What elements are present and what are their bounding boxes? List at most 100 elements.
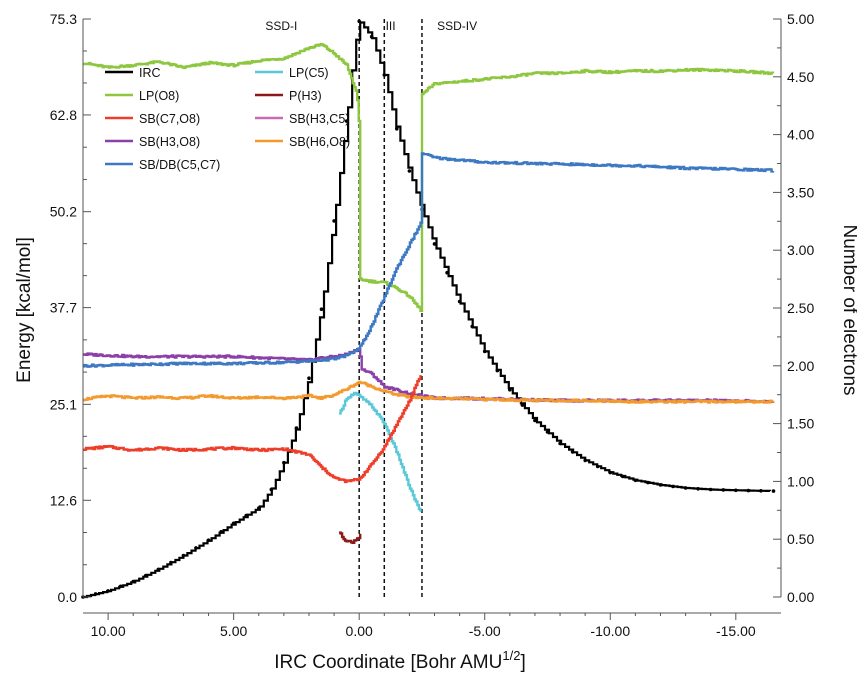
irc-point	[106, 589, 110, 593]
y-right-tick-label: 2.00	[787, 358, 814, 374]
irc-point	[219, 530, 223, 534]
boundary-lines	[358, 19, 423, 597]
plot-series	[81, 19, 776, 599]
x-tick-label: -15.00	[716, 623, 756, 639]
irc-point	[621, 474, 625, 479]
irc-point	[495, 368, 500, 373]
y-left-tick-label: 25.1	[50, 396, 77, 412]
irc-point	[583, 458, 587, 463]
x-tick-label: 0.00	[346, 623, 373, 639]
legend-label: P(H3)	[289, 89, 322, 103]
series-p-h3-	[339, 531, 362, 544]
y-left-tick-label: 75.3	[50, 11, 77, 27]
legend-label: IRC	[139, 66, 161, 80]
y-left-tick-label: 37.7	[50, 300, 77, 316]
irc-point	[294, 426, 299, 430]
series-sb-c7-o8-	[83, 375, 422, 484]
irc-point	[369, 34, 374, 39]
y-right-tick-label: 3.50	[787, 184, 814, 200]
irc-point	[244, 513, 248, 518]
legend-label: LP(C5)	[289, 66, 329, 80]
irc-point	[206, 538, 211, 542]
irc-point	[759, 489, 763, 493]
y-left-tick-label: 12.6	[50, 492, 77, 508]
irc-point	[382, 73, 387, 77]
chart-text: IRC Coordinate [Bohr AMU1/2] Energy [kca…	[14, 19, 857, 673]
irc-point	[520, 403, 525, 407]
y-axis-title-left: Energy [kcal/mol]	[14, 237, 35, 383]
x-tick-label: -5.00	[469, 623, 501, 639]
irc-point	[181, 553, 186, 558]
irc-point	[257, 506, 261, 510]
irc-point	[608, 470, 613, 475]
region-label: III	[386, 19, 396, 33]
irc-point	[734, 488, 738, 493]
irc-point	[445, 270, 449, 275]
legend-label: SB(H3,O8)	[139, 135, 200, 149]
y-left-tick-label: 0.0	[58, 589, 78, 605]
irc-point	[269, 487, 274, 492]
x-tick-label: 10.00	[91, 623, 126, 639]
irc-point	[771, 489, 776, 493]
region-label: SSD-I	[265, 19, 297, 33]
x-axis-title: IRC Coordinate [Bohr AMU1/2]	[274, 648, 525, 673]
irc-point	[646, 480, 650, 485]
irc-point	[319, 307, 324, 312]
irc-point	[407, 169, 412, 173]
irc-point	[683, 486, 688, 490]
irc-point	[144, 573, 148, 578]
irc-point	[194, 546, 198, 550]
irc-point	[93, 592, 98, 596]
x-tick-label: 5.00	[220, 623, 247, 639]
irc-point	[332, 219, 336, 223]
irc-point	[169, 560, 173, 565]
legend: IRC LP(C5) LP(O8) P(H3) SB(C7,O8) SB(H3,C5) SB…	[105, 66, 350, 172]
legend-label: SB(C7,O8)	[139, 112, 200, 126]
y-left-tick-label: 50.2	[50, 204, 77, 220]
legend-label: SB/DB(C5,C7)	[139, 158, 220, 172]
irc-point	[156, 567, 161, 572]
series-lp-o8-	[83, 43, 775, 312]
series-sb-h6-o8-	[83, 380, 775, 404]
series-sb-db-c5-c7-	[83, 152, 775, 368]
irc-point	[470, 324, 475, 329]
irc-point	[432, 242, 437, 246]
irc-point	[746, 488, 751, 493]
irc-point	[482, 349, 487, 354]
irc-point	[595, 464, 600, 469]
y-right-tick-label: 1.00	[787, 473, 814, 489]
y-right-tick-label: 2.50	[787, 300, 814, 316]
legend-label: SB(H3,C5)	[289, 112, 349, 126]
irc-point	[533, 418, 537, 423]
irc-point	[508, 387, 512, 392]
irc-point	[671, 484, 675, 489]
legend-label: LP(O8)	[139, 89, 179, 103]
y-axis-title-right: Number of electrons	[839, 224, 857, 395]
irc-point	[231, 521, 236, 526]
irc-point	[395, 127, 399, 131]
y-right-tick-label: 1.50	[787, 416, 814, 432]
irc-point	[131, 579, 135, 584]
irc-point	[633, 478, 638, 483]
irc-point	[357, 19, 362, 24]
y-right-tick-label: 4.50	[787, 69, 814, 85]
irc-point	[558, 441, 562, 446]
irc-point	[708, 487, 713, 492]
legend-label: SB(H6,O8)	[289, 135, 350, 149]
y-right-tick-label: 5.00	[787, 11, 814, 27]
series-sb-h3-o8-	[83, 347, 775, 404]
y-right-tick-label: 4.00	[787, 127, 814, 143]
irc-point	[118, 584, 123, 589]
axes: 0.0 12.6 25.1 37.7 50.2 62.8 75.3 0.00 0.50 1.00 1…	[50, 11, 815, 639]
irc-point	[696, 487, 700, 491]
y-right-tick-label: 0.00	[787, 589, 814, 605]
irc-point	[545, 430, 550, 434]
irc-point	[658, 483, 663, 487]
irc-point	[307, 376, 311, 381]
y-left-tick-label: 62.8	[50, 107, 77, 123]
region-label: SSD-IV	[437, 19, 477, 33]
x-tick-label: -10.00	[590, 623, 630, 639]
y-right-tick-label: 3.00	[787, 242, 814, 258]
